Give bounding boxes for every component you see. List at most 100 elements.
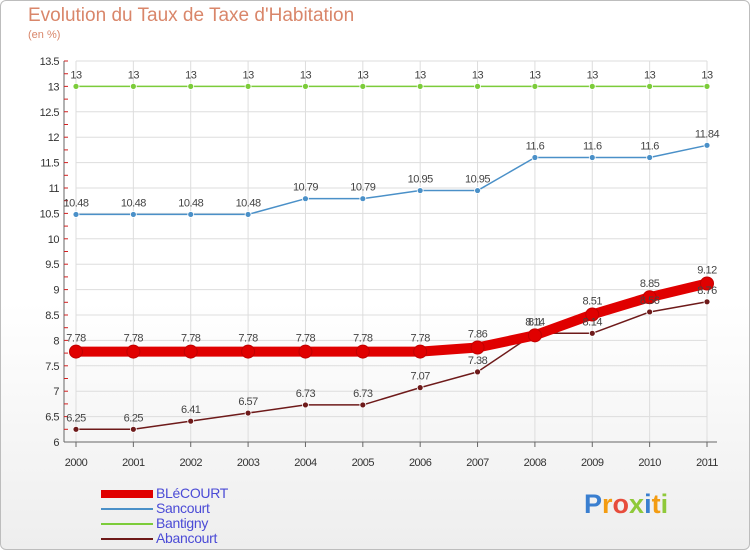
- logo-letter: i: [644, 489, 652, 519]
- data-label-0: 7.78: [181, 333, 201, 345]
- x-tick-label: 2011: [696, 457, 718, 469]
- data-point-2: [474, 83, 481, 90]
- y-axis-unit-label: (en %): [28, 29, 61, 41]
- data-point-0: [126, 344, 141, 359]
- data-label-1: 10.79: [350, 182, 375, 194]
- data-point-1: [474, 187, 481, 194]
- data-point-2: [187, 83, 195, 90]
- legend-swatch-abancourt: [101, 538, 153, 540]
- y-tick-label: 6: [53, 437, 59, 449]
- y-tick-label: 12: [48, 132, 60, 144]
- logo-letter: r: [602, 489, 613, 519]
- data-label-1: 11.6: [640, 141, 659, 153]
- data-point-0: [183, 344, 198, 359]
- data-point-1: [531, 154, 539, 161]
- data-label-2: 13: [128, 69, 140, 81]
- data-label-2: 13: [415, 69, 427, 81]
- data-label-0: 7.78: [66, 333, 86, 345]
- data-label-0: 7.78: [410, 333, 430, 345]
- legend-label-bantigny: Bantigny: [156, 515, 209, 531]
- data-label-3: 6.73: [353, 388, 373, 400]
- y-tick-label: 13: [48, 81, 60, 93]
- data-label-1: 10.95: [408, 174, 433, 186]
- series-line-0: [71, 278, 712, 357]
- data-point-2: [531, 83, 539, 90]
- data-point-1: [72, 211, 80, 218]
- legend-label-sancourt: Sancourt: [156, 500, 210, 516]
- data-label-0: 9.12: [697, 265, 717, 277]
- data-point-1: [302, 195, 309, 203]
- data-point-0: [700, 276, 714, 291]
- data-label-2: 13: [357, 69, 369, 81]
- data-point-3: [359, 401, 367, 409]
- y-tick-label: 9.5: [45, 259, 59, 271]
- x-tick-label: 2004: [294, 457, 317, 469]
- data-point-1: [129, 211, 137, 218]
- logo-letter: t: [651, 489, 661, 519]
- data-point-3: [72, 425, 80, 433]
- series-line-3: [75, 301, 708, 431]
- data-point-3: [187, 417, 195, 425]
- y-tick-label: 9: [53, 285, 59, 297]
- data-point-0: [470, 340, 485, 355]
- x-tick-label: 2007: [466, 457, 489, 469]
- x-tick-label: 2000: [65, 457, 88, 469]
- x-tick-label: 2006: [409, 457, 432, 469]
- series-lines: [69, 83, 714, 433]
- y-tick-label: 12.5: [40, 107, 60, 119]
- data-label-0: 8.85: [640, 278, 660, 290]
- y-tick-label: 13.5: [40, 56, 60, 68]
- data-label-3: 8.56: [640, 295, 660, 307]
- data-point-2: [244, 83, 252, 90]
- data-label-3: 8.76: [697, 285, 717, 297]
- data-point-2: [646, 83, 654, 90]
- data-point-3: [244, 409, 252, 417]
- x-tick-label: 2002: [179, 457, 202, 469]
- data-label-0: 7.78: [353, 333, 373, 345]
- data-label-0: 8.1: [528, 316, 542, 328]
- y-tick-label: 7: [53, 386, 59, 398]
- data-label-2: 13: [587, 69, 599, 81]
- data-point-3: [416, 384, 424, 392]
- legend-label-blecourt: BLéCOURT: [156, 485, 229, 501]
- y-tick-label: 11: [49, 183, 60, 195]
- data-label-3: 6.73: [296, 388, 316, 400]
- data-label-0: 8.51: [583, 295, 603, 307]
- y-tick-label: 11.5: [40, 158, 59, 170]
- x-tick-label: 2008: [524, 457, 547, 469]
- logo-letter: x: [629, 489, 645, 519]
- logo-letter: i: [660, 489, 669, 519]
- data-point-3: [703, 298, 711, 306]
- y-tick-label: 8.5: [45, 310, 59, 322]
- data-point-2: [359, 83, 367, 90]
- data-label-0: 7.78: [238, 333, 258, 345]
- data-point-0: [69, 344, 83, 359]
- data-label-3: 6.41: [181, 404, 201, 416]
- data-label-0: 7.78: [296, 333, 316, 345]
- data-label-3: 7.07: [410, 371, 430, 383]
- data-point-1: [359, 195, 367, 203]
- x-tick-label: 2009: [581, 457, 604, 469]
- x-tick-label: 2003: [237, 457, 260, 469]
- data-point-2: [416, 83, 424, 90]
- y-tick-label: 10.5: [40, 208, 60, 220]
- data-point-2: [302, 83, 309, 90]
- data-label-2: 13: [242, 69, 254, 81]
- data-label-1: 10.48: [121, 197, 146, 209]
- data-point-1: [703, 141, 711, 149]
- data-point-1: [646, 154, 654, 161]
- data-label-1: 10.48: [178, 197, 203, 209]
- legend-swatch-blecourt: [101, 490, 153, 498]
- data-label-2: 13: [300, 69, 312, 81]
- data-point-3: [474, 368, 481, 376]
- x-tick-label: 2005: [352, 457, 375, 469]
- data-point-2: [588, 83, 596, 90]
- data-label-3: 6.57: [238, 396, 258, 408]
- data-point-0: [413, 344, 428, 359]
- data-label-0: 7.86: [468, 329, 488, 341]
- proxiti-logo: Proxiti: [584, 489, 668, 520]
- data-point-1: [416, 187, 424, 194]
- grid-lines: [75, 60, 708, 443]
- logo-letter: o: [612, 489, 630, 519]
